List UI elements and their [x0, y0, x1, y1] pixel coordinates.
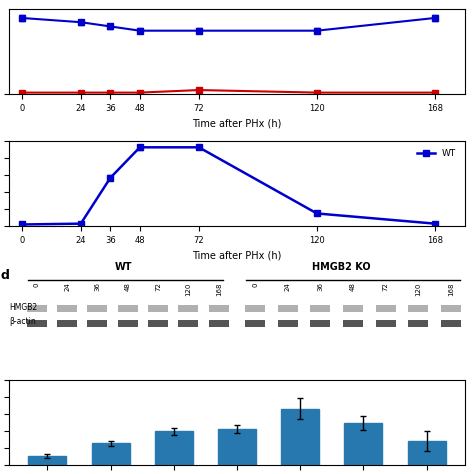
Text: 24: 24: [64, 282, 70, 291]
FancyBboxPatch shape: [310, 305, 330, 312]
Bar: [155, 431, 193, 465]
FancyBboxPatch shape: [408, 305, 428, 312]
Text: 168: 168: [448, 282, 454, 296]
Text: 48: 48: [350, 282, 356, 291]
FancyBboxPatch shape: [441, 305, 461, 312]
Text: 72: 72: [155, 282, 161, 291]
X-axis label: Time after PHx (h): Time after PHx (h): [192, 118, 282, 128]
FancyBboxPatch shape: [278, 305, 298, 312]
Text: WT: WT: [115, 262, 132, 272]
Text: 120: 120: [185, 282, 191, 296]
X-axis label: Time after PHx (h): Time after PHx (h): [192, 250, 282, 261]
FancyBboxPatch shape: [278, 319, 298, 327]
FancyBboxPatch shape: [375, 305, 396, 312]
Text: 36: 36: [94, 282, 100, 291]
FancyBboxPatch shape: [178, 305, 199, 312]
Text: 48: 48: [125, 282, 131, 291]
Text: HMGB2: HMGB2: [9, 303, 37, 312]
FancyBboxPatch shape: [57, 305, 77, 312]
Bar: [345, 423, 383, 465]
FancyBboxPatch shape: [310, 319, 330, 327]
FancyBboxPatch shape: [178, 319, 199, 327]
FancyBboxPatch shape: [209, 319, 229, 327]
FancyBboxPatch shape: [245, 305, 265, 312]
Text: 72: 72: [383, 282, 389, 291]
Text: 36: 36: [318, 282, 323, 291]
FancyBboxPatch shape: [245, 319, 265, 327]
Text: d: d: [0, 268, 9, 282]
Text: 24: 24: [285, 282, 291, 291]
FancyBboxPatch shape: [148, 305, 168, 312]
Bar: [281, 409, 319, 465]
FancyBboxPatch shape: [441, 319, 461, 327]
Legend: WT: WT: [413, 146, 460, 162]
Bar: [91, 443, 129, 465]
FancyBboxPatch shape: [343, 319, 363, 327]
FancyBboxPatch shape: [375, 319, 396, 327]
FancyBboxPatch shape: [118, 305, 138, 312]
FancyBboxPatch shape: [27, 305, 47, 312]
Text: 0: 0: [34, 282, 40, 287]
Text: 120: 120: [415, 282, 421, 296]
Text: HMGB2 KO: HMGB2 KO: [312, 262, 371, 272]
FancyBboxPatch shape: [27, 319, 47, 327]
FancyBboxPatch shape: [209, 305, 229, 312]
Bar: [408, 441, 446, 465]
FancyBboxPatch shape: [118, 319, 138, 327]
FancyBboxPatch shape: [57, 319, 77, 327]
Text: 168: 168: [216, 282, 222, 296]
Text: 0: 0: [252, 282, 258, 287]
FancyBboxPatch shape: [343, 305, 363, 312]
FancyBboxPatch shape: [408, 319, 428, 327]
FancyBboxPatch shape: [87, 319, 108, 327]
Bar: [218, 429, 256, 465]
FancyBboxPatch shape: [148, 319, 168, 327]
FancyBboxPatch shape: [87, 305, 108, 312]
Text: β-actin: β-actin: [9, 318, 36, 327]
Bar: [28, 456, 66, 465]
